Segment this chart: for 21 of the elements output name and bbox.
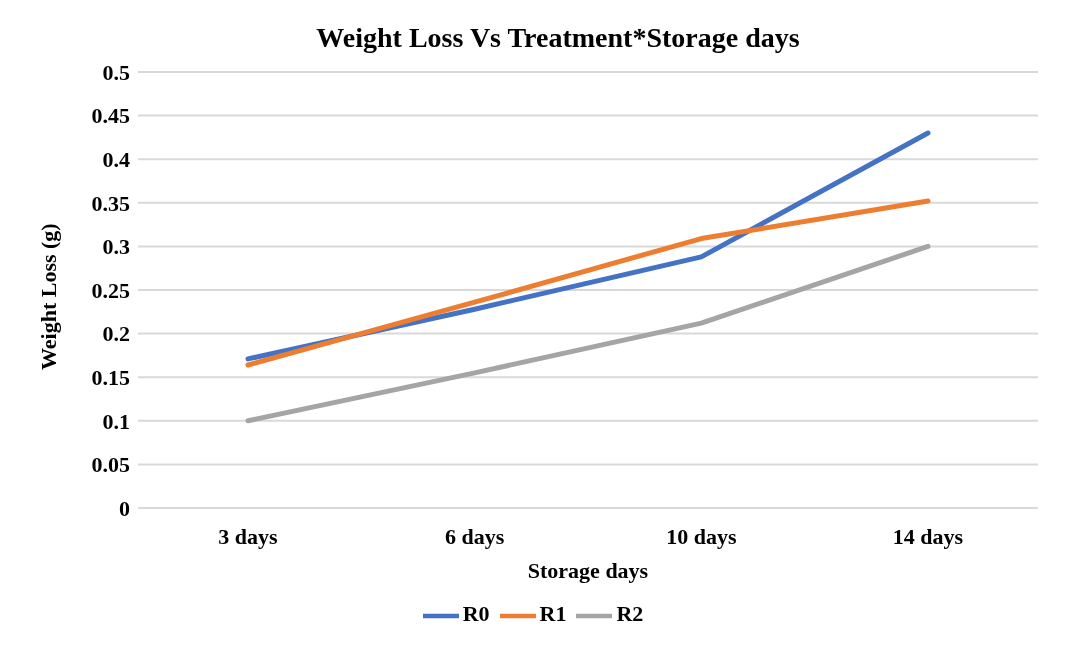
y-tick-label: 0.35 bbox=[91, 190, 130, 216]
legend-label: R0 bbox=[462, 601, 490, 627]
x-tick-label: 3 days bbox=[218, 523, 279, 549]
y-tick-label: 0.5 bbox=[102, 59, 130, 85]
y-tick-label: 0.45 bbox=[91, 103, 130, 129]
y-axis-title: Weight Loss (g) bbox=[35, 223, 61, 370]
y-tick-label: 0.3 bbox=[102, 234, 130, 260]
y-tick-label: 0.05 bbox=[91, 452, 130, 478]
x-axis-title: Storage days bbox=[527, 558, 649, 583]
x-tick-label: 14 days bbox=[892, 523, 964, 549]
y-tick-label: 0.15 bbox=[91, 365, 130, 391]
y-tick-label: 0 bbox=[119, 495, 130, 521]
x-tick-label: 6 days bbox=[445, 523, 505, 549]
y-tick-label: 0.2 bbox=[102, 321, 130, 347]
y-tick-label: 0.4 bbox=[102, 147, 130, 173]
legend-label: R2 bbox=[616, 601, 644, 627]
y-tick-label: 0.1 bbox=[102, 408, 130, 434]
x-tick-label: 10 days bbox=[666, 523, 737, 549]
chart-title: Weight Loss Vs Treatment*Storage days bbox=[315, 22, 801, 54]
y-tick-label: 0.25 bbox=[91, 277, 130, 303]
legend-label: R1 bbox=[539, 601, 567, 627]
